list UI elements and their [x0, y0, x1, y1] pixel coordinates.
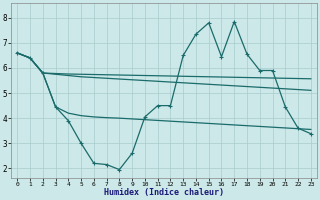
X-axis label: Humidex (Indice chaleur): Humidex (Indice chaleur)	[104, 188, 224, 197]
